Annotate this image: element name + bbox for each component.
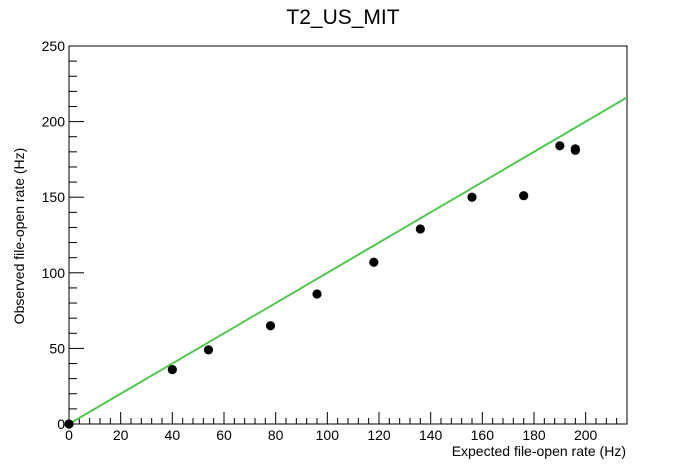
data-point: [467, 192, 477, 202]
data-point: [265, 321, 276, 331]
y-tick-label: 100: [42, 265, 66, 281]
y-tick-label: 250: [42, 38, 66, 54]
x-tick-label: 60: [216, 427, 232, 443]
data-point: [555, 141, 565, 151]
x-tick-label: 200: [574, 427, 598, 443]
y-tick-label: 50: [49, 340, 65, 356]
x-tick-label: 20: [113, 427, 129, 443]
chart-title: T2_US_MIT: [286, 6, 399, 29]
data-point: [167, 364, 177, 375]
fit-lines: [68, 96, 628, 425]
y-axis-title: Observed file-open rate (Hz): [11, 148, 27, 325]
data-point: [312, 289, 322, 299]
data-points: [64, 141, 580, 429]
x-tick-label: 120: [367, 427, 391, 443]
y-tick-label: 0: [57, 416, 65, 432]
x-axis-title: Expected file-open rate (Hz): [452, 443, 626, 459]
data-point: [415, 224, 425, 234]
y-tick-label: 200: [42, 114, 66, 130]
x-tick-label: 40: [165, 427, 181, 443]
x-tick-label: 180: [522, 427, 546, 443]
y-tick-label: 150: [42, 189, 66, 205]
plot-frame: [68, 45, 628, 425]
y-axis-ticks: 0 50 100 150 200 250: [42, 38, 84, 432]
data-point: [519, 191, 529, 201]
data-point: [369, 257, 379, 267]
x-axis-ticks: 0 20 40 60 80 100 120 140 160 180 200: [65, 412, 628, 443]
data-point: [64, 419, 74, 429]
data-point: [570, 144, 580, 154]
x-tick-label: 140: [419, 427, 443, 443]
x-tick-label: 80: [268, 427, 284, 443]
fit-line: [68, 96, 628, 425]
data-point: [203, 345, 214, 355]
x-tick-label: 160: [471, 427, 495, 443]
x-tick-label: 0: [65, 427, 73, 443]
x-tick-label: 100: [316, 427, 340, 443]
